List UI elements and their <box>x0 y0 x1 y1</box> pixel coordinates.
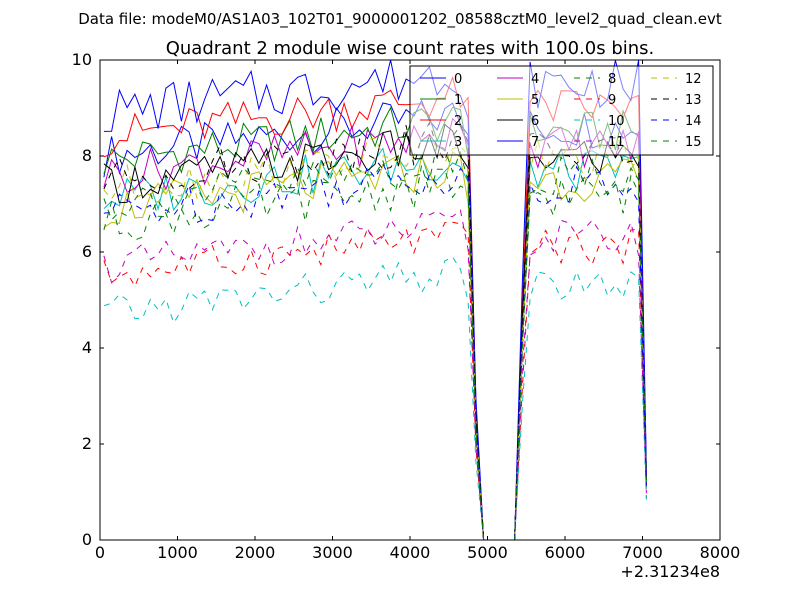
legend-label-1: 1 <box>454 93 462 108</box>
series-line-11 <box>103 209 647 541</box>
series-layer <box>103 59 647 541</box>
legend-label-6: 6 <box>531 114 539 129</box>
legend-label-0: 0 <box>454 72 462 87</box>
legend-box <box>409 65 714 156</box>
series-line-15 <box>103 143 647 541</box>
y-tick-label-2: 2 <box>82 434 92 453</box>
series-line-12 <box>103 136 647 541</box>
series-line-4 <box>103 117 647 541</box>
series-line-1 <box>103 106 647 541</box>
legend-label-3: 3 <box>454 135 462 150</box>
x-tick-label-1000: 1000 <box>157 543 198 562</box>
series-line-13 <box>103 121 647 541</box>
legend-label-5: 5 <box>531 93 539 108</box>
series-line-8 <box>103 164 647 541</box>
y-tick-label-4: 4 <box>82 338 92 357</box>
x-tick-label-3000: 3000 <box>312 543 353 562</box>
series-line-14 <box>103 162 647 541</box>
series-line-6 <box>103 123 647 541</box>
series-line-9 <box>103 221 647 541</box>
y-tick-label-6: 6 <box>82 242 92 261</box>
series-line-10 <box>103 256 647 541</box>
legend-label-8: 8 <box>608 72 616 87</box>
legend-label-13: 13 <box>685 93 702 108</box>
x-tick-label-8000: 8000 <box>700 543 741 562</box>
series-line-3 <box>103 147 647 541</box>
legend-label-4: 4 <box>531 72 539 87</box>
legend-label-7: 7 <box>531 135 539 150</box>
legend-label-14: 14 <box>685 114 702 129</box>
y-tick-label-0: 0 <box>82 530 92 549</box>
chart-title: Quadrant 2 module wise count rates with … <box>166 38 655 59</box>
x-tick-label-6000: 6000 <box>545 543 586 562</box>
x-tick-label-5000: 5000 <box>467 543 508 562</box>
legend-label-10: 10 <box>608 114 625 129</box>
legend-label-2: 2 <box>454 114 462 129</box>
y-tick-label-8: 8 <box>82 146 92 165</box>
legend-label-9: 9 <box>608 93 616 108</box>
series-line-0 <box>103 99 647 541</box>
x-tick-label-2000: 2000 <box>235 543 276 562</box>
y-tick-label-10: 10 <box>72 50 92 69</box>
legend-label-15: 15 <box>685 135 702 150</box>
chart-suptitle: Data file: modeM0/AS1A03_102T01_90000012… <box>78 10 722 29</box>
x-tick-label-7000: 7000 <box>622 543 663 562</box>
legend-label-11: 11 <box>608 135 625 150</box>
x-offset-text: +2.31234e8 <box>620 562 720 581</box>
x-tick-label-0: 0 <box>95 543 105 562</box>
x-tick-label-4000: 4000 <box>390 543 431 562</box>
legend-label-12: 12 <box>685 72 702 87</box>
